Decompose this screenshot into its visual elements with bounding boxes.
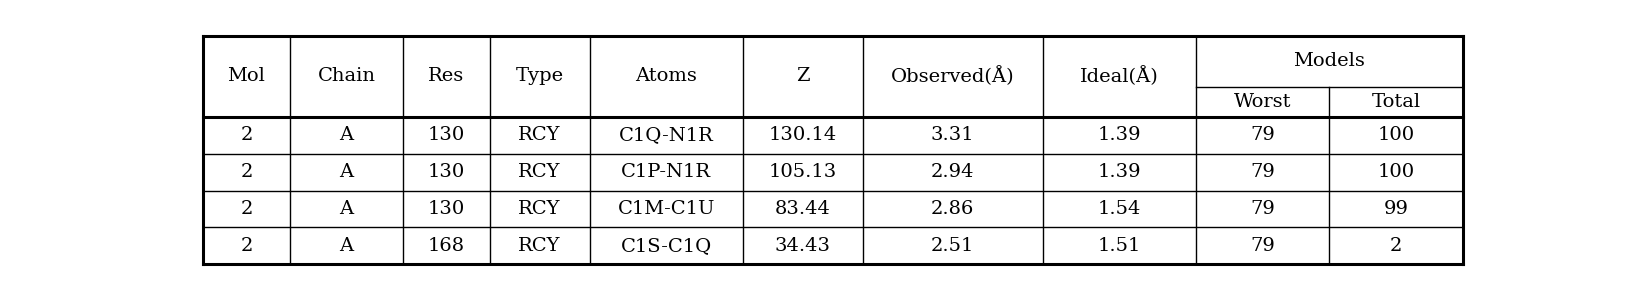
Text: Mol: Mol	[228, 67, 265, 85]
Text: 79: 79	[1250, 237, 1276, 255]
Text: 168: 168	[427, 237, 465, 255]
Text: Total: Total	[1372, 93, 1420, 111]
Text: A: A	[340, 200, 354, 218]
Text: 130: 130	[427, 163, 465, 181]
Text: Type: Type	[515, 67, 564, 85]
Text: 2: 2	[240, 126, 252, 144]
Text: C1P-N1R: C1P-N1R	[621, 163, 712, 181]
Text: RCY: RCY	[518, 126, 561, 144]
Text: Res: Res	[429, 67, 465, 85]
Text: RCY: RCY	[518, 163, 561, 181]
Text: 130: 130	[427, 200, 465, 218]
Text: 83.44: 83.44	[775, 200, 830, 218]
Text: Chain: Chain	[317, 67, 375, 85]
Text: A: A	[340, 237, 354, 255]
Text: Models: Models	[1294, 52, 1365, 70]
Text: 79: 79	[1250, 200, 1276, 218]
Text: 100: 100	[1378, 163, 1414, 181]
Text: RCY: RCY	[518, 237, 561, 255]
Text: 2: 2	[1389, 237, 1402, 255]
Text: Ideal(Å): Ideal(Å)	[1081, 66, 1159, 86]
Text: 2.94: 2.94	[931, 163, 975, 181]
Text: 130.14: 130.14	[769, 126, 837, 144]
Text: A: A	[340, 126, 354, 144]
Text: 79: 79	[1250, 163, 1276, 181]
Text: RCY: RCY	[518, 200, 561, 218]
Text: 1.39: 1.39	[1097, 163, 1141, 181]
Text: 1.51: 1.51	[1097, 237, 1141, 255]
Text: 2.51: 2.51	[931, 237, 975, 255]
Text: 1.54: 1.54	[1097, 200, 1141, 218]
Text: 2: 2	[240, 200, 252, 218]
Text: Atoms: Atoms	[635, 67, 697, 85]
Text: Observed(Å): Observed(Å)	[891, 66, 1014, 86]
Text: C1Q-N1R: C1Q-N1R	[619, 126, 713, 144]
Text: 2: 2	[240, 163, 252, 181]
Text: 2.86: 2.86	[931, 200, 975, 218]
Text: 100: 100	[1378, 126, 1414, 144]
Text: 99: 99	[1383, 200, 1409, 218]
Text: 3.31: 3.31	[931, 126, 975, 144]
Text: Z: Z	[796, 67, 809, 85]
Text: 2: 2	[240, 237, 252, 255]
Text: 34.43: 34.43	[775, 237, 830, 255]
Text: Worst: Worst	[1233, 93, 1292, 111]
Text: 130: 130	[427, 126, 465, 144]
Text: 1.39: 1.39	[1097, 126, 1141, 144]
Text: A: A	[340, 163, 354, 181]
Text: C1S-C1Q: C1S-C1Q	[621, 237, 712, 255]
Text: 79: 79	[1250, 126, 1276, 144]
Text: 105.13: 105.13	[769, 163, 837, 181]
Text: C1M-C1U: C1M-C1U	[618, 200, 715, 218]
